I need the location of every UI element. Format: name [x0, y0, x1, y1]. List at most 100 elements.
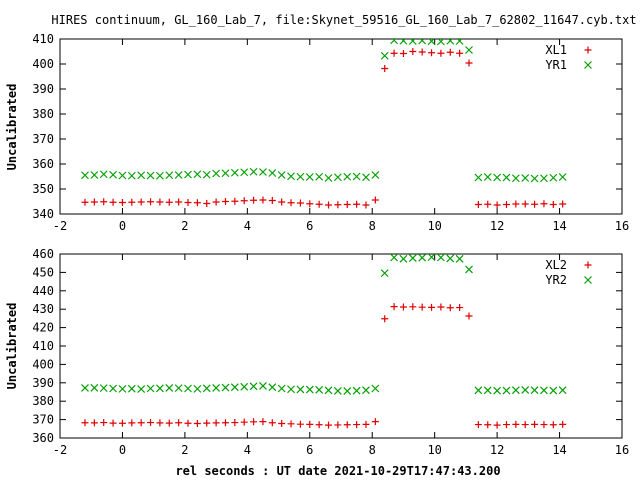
- data-point-YR1: [99, 170, 108, 179]
- data-point-XL1: [484, 200, 492, 208]
- data-point-YR1: [193, 170, 202, 179]
- data-point-YR2: [99, 384, 108, 393]
- y-tick-label: 410: [32, 339, 54, 353]
- chart-title: HIRES continuum, GL_160_Lab_7, file:Skyn…: [51, 13, 636, 27]
- data-point-YR2: [427, 254, 436, 262]
- data-point-XL2: [240, 418, 248, 426]
- data-point-YR2: [362, 386, 370, 395]
- data-point-XL1: [259, 196, 267, 204]
- data-point-XL2: [109, 419, 117, 427]
- data-point-YR2: [315, 385, 324, 394]
- data-point-YR1: [249, 167, 258, 176]
- data-point-YR2: [436, 254, 445, 262]
- data-point-XL1: [353, 200, 361, 208]
- data-point-XL2: [371, 418, 379, 426]
- x-tick-label: 0: [119, 219, 126, 233]
- data-point-YR2: [193, 384, 202, 393]
- data-point-YR2: [174, 384, 183, 393]
- data-point-XL1: [90, 198, 98, 206]
- y-tick-label: 440: [32, 284, 54, 298]
- data-point-XL1: [493, 201, 501, 209]
- data-point-XL1: [390, 49, 398, 57]
- y-tick-label: 400: [32, 357, 54, 371]
- data-point-YR2: [352, 386, 361, 395]
- data-point-YR2: [530, 386, 539, 395]
- data-point-YR2: [380, 269, 389, 278]
- data-point-YR2: [502, 386, 511, 395]
- data-point-XL2: [203, 419, 211, 427]
- data-point-XL1: [147, 198, 155, 206]
- data-point-YR1: [493, 173, 502, 182]
- data-point-YR1: [240, 168, 249, 177]
- data-point-XL2: [428, 303, 436, 311]
- data-point-XL2: [437, 303, 445, 311]
- data-point-XL2: [474, 421, 482, 429]
- data-point-YR1: [436, 39, 445, 46]
- data-point-XL2: [512, 420, 520, 428]
- data-point-YR2: [455, 254, 464, 263]
- data-point-XL2: [559, 420, 567, 428]
- data-point-XL1: [109, 198, 117, 206]
- data-point-XL2: [484, 421, 492, 429]
- data-point-XL2: [325, 421, 333, 429]
- data-point-YR1: [352, 172, 361, 181]
- data-point-XL1: [184, 199, 192, 206]
- x-tick-label: -2: [53, 443, 67, 457]
- data-point-XL1: [409, 48, 417, 55]
- data-point-XL1: [250, 196, 258, 204]
- data-point-YR2: [558, 386, 567, 395]
- panel-bottom: -2 0 2 4 6 8 10 12 14 16 360 370 380 390 400 410 420 430 4…: [5, 247, 629, 457]
- data-point-XL2: [306, 420, 314, 428]
- data-point-YR2: [305, 385, 314, 394]
- data-point-XL1: [371, 196, 379, 204]
- y-tick-label: 380: [32, 107, 54, 121]
- data-point-YR1: [109, 170, 118, 179]
- data-point-XL2: [118, 419, 126, 427]
- data-point-XL1: [343, 201, 351, 208]
- data-point-XL2: [362, 420, 370, 428]
- series-markers: [81, 39, 567, 209]
- data-point-XL1: [381, 65, 389, 72]
- x-tick-label: 4: [244, 443, 251, 457]
- data-point-YR2: [549, 386, 558, 395]
- data-point-XL2: [521, 421, 529, 429]
- data-point-YR1: [212, 169, 221, 178]
- data-point-XL1: [540, 200, 548, 208]
- legend-marker-YR1: [584, 61, 592, 69]
- data-point-YR1: [483, 173, 492, 181]
- x-tick-label: 16: [615, 443, 629, 457]
- data-point-YR1: [530, 174, 539, 183]
- data-point-XL2: [399, 303, 407, 311]
- data-point-YR2: [259, 382, 267, 390]
- data-point-YR2: [109, 384, 118, 393]
- data-point-YR1: [146, 171, 155, 180]
- data-point-YR2: [268, 383, 277, 392]
- data-point-YR2: [90, 383, 99, 392]
- data-point-YR2: [408, 254, 417, 262]
- data-point-XL2: [315, 421, 323, 429]
- data-point-XL2: [456, 304, 464, 312]
- x-tick-label: 10: [427, 443, 441, 457]
- y-tick-label: 370: [32, 413, 54, 427]
- plot-frame: [59, 253, 623, 439]
- data-point-XL1: [212, 198, 220, 206]
- data-point-XL1: [512, 200, 520, 208]
- data-point-YR2: [81, 384, 89, 392]
- data-point-YR2: [212, 384, 221, 392]
- data-point-YR1: [155, 171, 164, 180]
- data-point-XL1: [549, 201, 557, 208]
- data-point-YR1: [81, 171, 89, 180]
- data-point-YR1: [455, 39, 464, 45]
- data-point-XL2: [212, 419, 220, 427]
- data-point-YR1: [230, 168, 239, 177]
- data-point-XL2: [465, 312, 473, 320]
- data-point-YR1: [343, 172, 352, 181]
- data-point-XL2: [156, 419, 164, 427]
- data-point-XL2: [147, 419, 155, 427]
- y-tick-label: 420: [32, 321, 54, 335]
- x-tick-label: 0: [119, 443, 126, 457]
- legend-label: XL2: [545, 258, 567, 272]
- data-point-XL1: [418, 48, 426, 56]
- data-point-YR2: [155, 384, 164, 393]
- data-point-XL2: [381, 315, 389, 323]
